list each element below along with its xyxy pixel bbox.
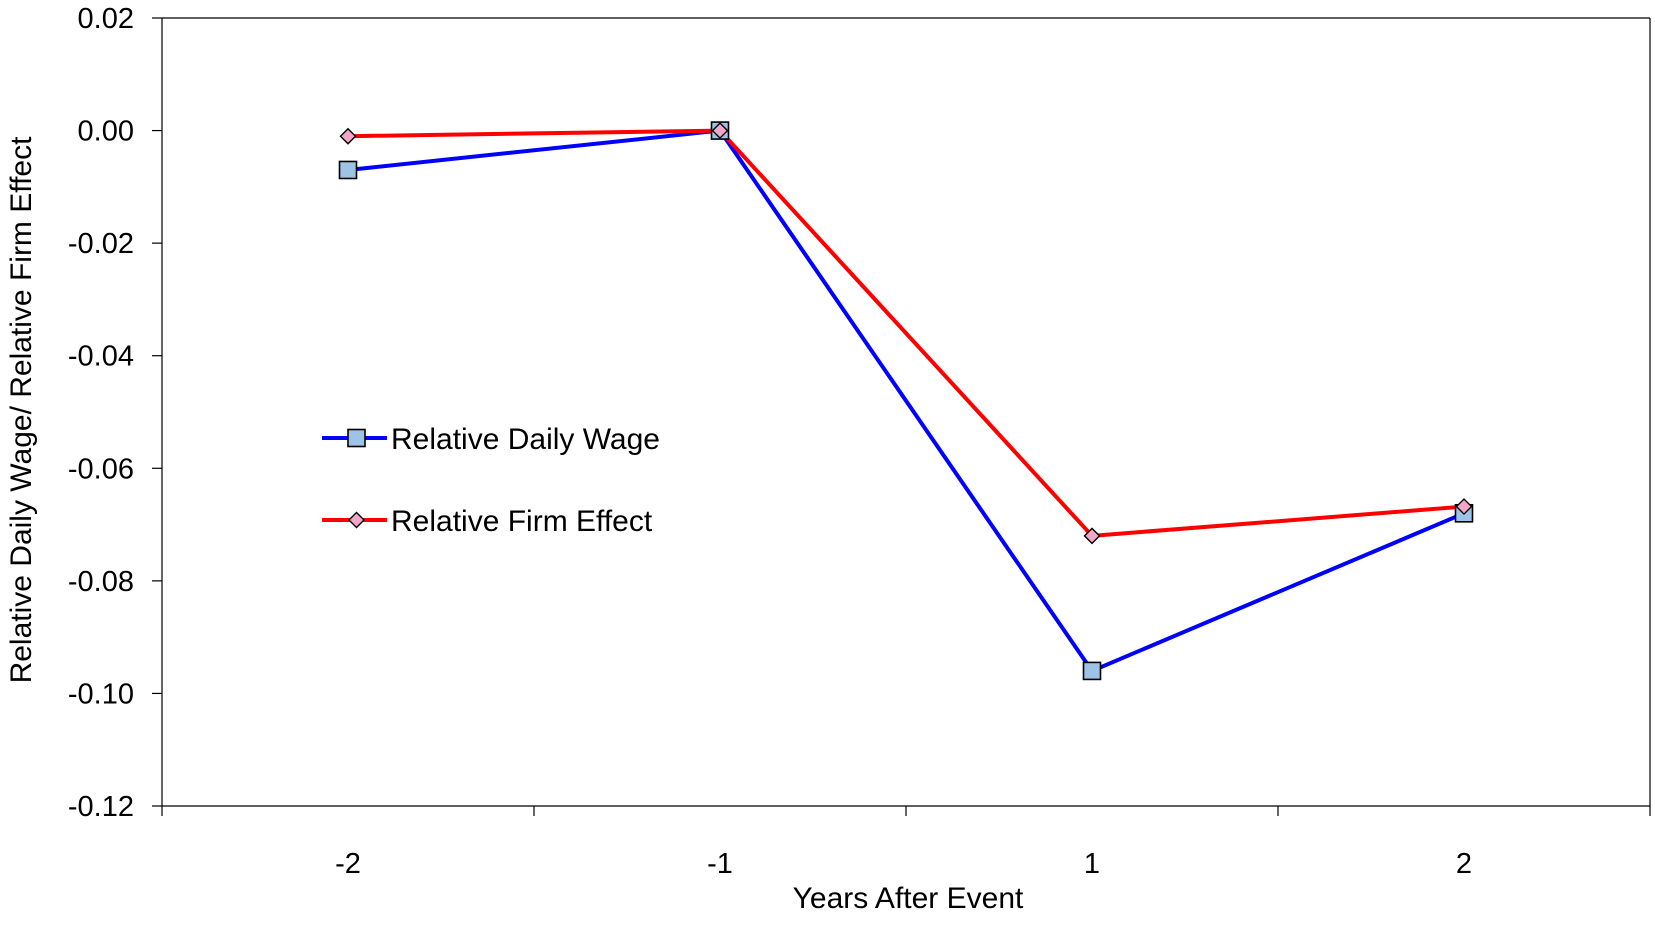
series-layer: [338, 121, 1474, 681]
legend-label-2: Relative Firm Effect: [391, 505, 653, 538]
axes: 0.02 0.00 -0.02 -0.04 -0.06 -0.08 -0.10 -0.12 -2…: [68, 3, 1651, 880]
x-tick-label: 2: [1456, 848, 1472, 880]
series-2-point: [711, 122, 729, 140]
y-tick-label: -0.08: [68, 566, 134, 598]
series-2-point: [339, 127, 357, 145]
y-tick-label: -0.04: [68, 341, 134, 373]
series-1-point: [338, 160, 358, 180]
x-axis-title: Years After Event: [793, 882, 1024, 915]
y-tick-label: -0.06: [68, 453, 134, 485]
legend-marker-2: [348, 511, 365, 529]
y-tick-label: -0.10: [68, 678, 134, 710]
legend: Relative Daily Wage Relative Firm Effect: [322, 423, 660, 538]
y-tick-label: -0.12: [68, 791, 134, 823]
y-tick-label: 0.00: [78, 116, 134, 148]
series-line-1: [347, 128, 1465, 673]
legend-marker-1: [347, 428, 366, 448]
y-tick-label: 0.02: [78, 3, 134, 35]
series-2-point: [1083, 527, 1101, 545]
y-tick-label: -0.02: [68, 228, 134, 260]
x-tick-label: -2: [335, 848, 361, 880]
y-axis-title: Relative Daily Wage/ Relative Firm Effec…: [5, 136, 38, 684]
x-tick-label: -1: [707, 848, 733, 880]
x-tick-label: 1: [1084, 848, 1100, 880]
series-line-2: [347, 128, 1465, 538]
series-1-point: [1082, 661, 1102, 681]
series-2-point: [1455, 498, 1473, 516]
legend-label-1: Relative Daily Wage: [391, 423, 660, 456]
